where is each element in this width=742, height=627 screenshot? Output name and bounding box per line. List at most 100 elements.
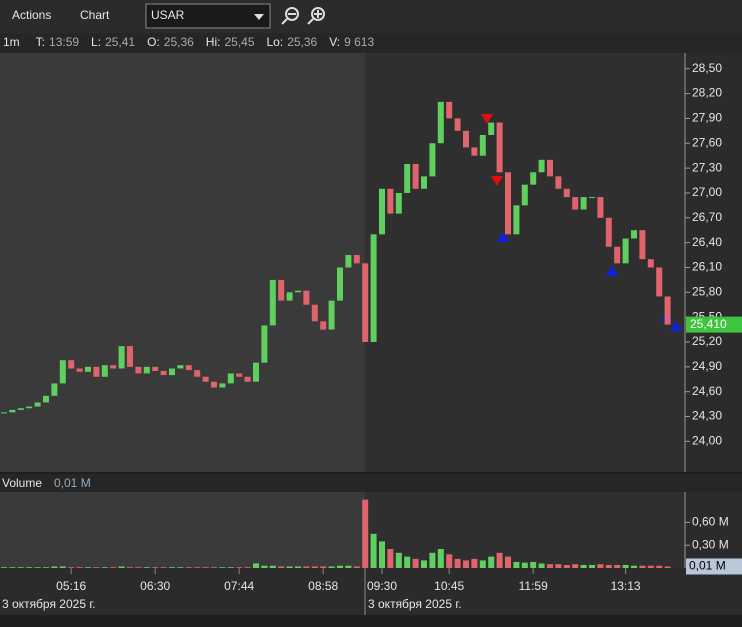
info-label: O: xyxy=(147,35,160,49)
price-pane-left xyxy=(0,53,365,472)
candle xyxy=(656,267,663,297)
candle xyxy=(227,373,234,384)
volume-current: 0,01 M xyxy=(54,476,91,490)
y-tick-label: 0,60 M xyxy=(692,515,729,529)
volume-bar xyxy=(278,566,285,568)
volume-bar xyxy=(387,549,394,568)
volume-bar xyxy=(177,567,184,568)
candle xyxy=(253,362,259,382)
info-label: 1m xyxy=(3,35,20,49)
candle xyxy=(605,217,612,247)
volume-bar xyxy=(345,565,352,568)
volume-bar xyxy=(328,566,335,568)
y-tick-label: 27,60 xyxy=(692,135,722,149)
volume-bar xyxy=(505,556,511,568)
volume-bar xyxy=(236,567,243,568)
volume-bar xyxy=(664,566,671,568)
y-tick-label: 25,80 xyxy=(692,284,722,298)
zoom-out[interactable] xyxy=(281,7,299,25)
candle xyxy=(631,230,637,239)
candle xyxy=(597,197,604,218)
volume-bar xyxy=(160,567,167,568)
x-tick-label: 13:13 xyxy=(611,579,641,593)
date-label: 3 октября 2025 г. xyxy=(368,597,462,611)
volume-bar xyxy=(479,560,486,568)
symbol-select[interactable] xyxy=(145,3,271,29)
candle xyxy=(93,366,100,377)
candle xyxy=(219,383,226,388)
candle xyxy=(622,238,629,264)
info-label: Lo: xyxy=(267,35,284,49)
volume-bar xyxy=(261,565,268,568)
candle xyxy=(17,408,24,410)
candle xyxy=(1,412,7,414)
candle xyxy=(127,346,133,367)
volume-bar xyxy=(639,565,646,568)
volume-bar xyxy=(513,561,520,568)
volume-bar xyxy=(538,563,545,568)
volume-bar xyxy=(605,564,612,568)
volume-bar xyxy=(303,566,310,568)
plot: 24,0024,3024,6024,9025,2025,5025,8026,10… xyxy=(1,61,742,611)
candle xyxy=(85,366,91,372)
candle xyxy=(68,360,75,369)
info-value: 25,36 xyxy=(287,35,317,49)
candle xyxy=(412,163,419,189)
y-tick-label: 26,10 xyxy=(692,260,722,274)
volume-bar xyxy=(597,564,604,568)
volume-bar xyxy=(51,566,58,568)
volume-bar xyxy=(555,564,562,568)
volume-bar xyxy=(110,567,117,568)
volume-bar xyxy=(572,564,579,568)
candle xyxy=(471,147,478,156)
candle xyxy=(34,402,41,407)
volume-bar xyxy=(152,567,159,568)
candle xyxy=(395,192,402,214)
volume-axis xyxy=(685,492,742,568)
candle xyxy=(337,267,343,301)
volume-bar xyxy=(1,567,7,568)
volume-bar xyxy=(169,567,175,568)
volume-bar xyxy=(496,552,503,568)
candle xyxy=(244,376,251,382)
last-price-label: 25,410 xyxy=(690,317,727,331)
y-tick-label: 28,50 xyxy=(692,61,722,75)
candle xyxy=(521,184,528,206)
candle xyxy=(387,188,394,214)
y-tick-label: 27,30 xyxy=(692,160,722,174)
candle xyxy=(614,246,621,264)
candle xyxy=(43,395,49,403)
candle xyxy=(269,279,276,326)
volume-bar xyxy=(311,566,318,568)
x-tick-label: 11:59 xyxy=(519,579,548,593)
volume-bar xyxy=(26,567,33,568)
volume-header xyxy=(0,474,742,492)
price-axis xyxy=(685,53,742,472)
candle xyxy=(152,366,159,371)
volume-bar xyxy=(127,567,133,568)
volume-bar xyxy=(647,565,654,568)
volume-current-box xyxy=(686,558,742,575)
volume-current-label: 0,01 M xyxy=(689,559,726,573)
y-tick-label: 0,30 M xyxy=(692,537,729,551)
candle xyxy=(320,321,327,330)
candle xyxy=(278,279,285,301)
candle xyxy=(51,383,58,396)
info-bar xyxy=(0,33,742,53)
volume-bar xyxy=(17,567,24,568)
menu-chart[interactable]: Chart xyxy=(80,8,110,22)
volume-bar xyxy=(488,556,495,568)
volume-bar xyxy=(404,556,411,568)
date-label: 3 октября 2025 г. xyxy=(2,597,96,611)
candle xyxy=(446,101,453,119)
y-tick-label: 26,70 xyxy=(692,210,722,224)
candle xyxy=(479,134,486,156)
menu-actions[interactable]: Actions xyxy=(12,8,51,22)
symbol-text: USAR xyxy=(151,8,185,22)
candle xyxy=(135,366,142,374)
candle xyxy=(437,101,444,144)
zoom-in[interactable] xyxy=(307,7,325,25)
y-tick-label: 24,90 xyxy=(692,359,722,373)
candle xyxy=(202,376,209,382)
candle xyxy=(236,373,243,377)
